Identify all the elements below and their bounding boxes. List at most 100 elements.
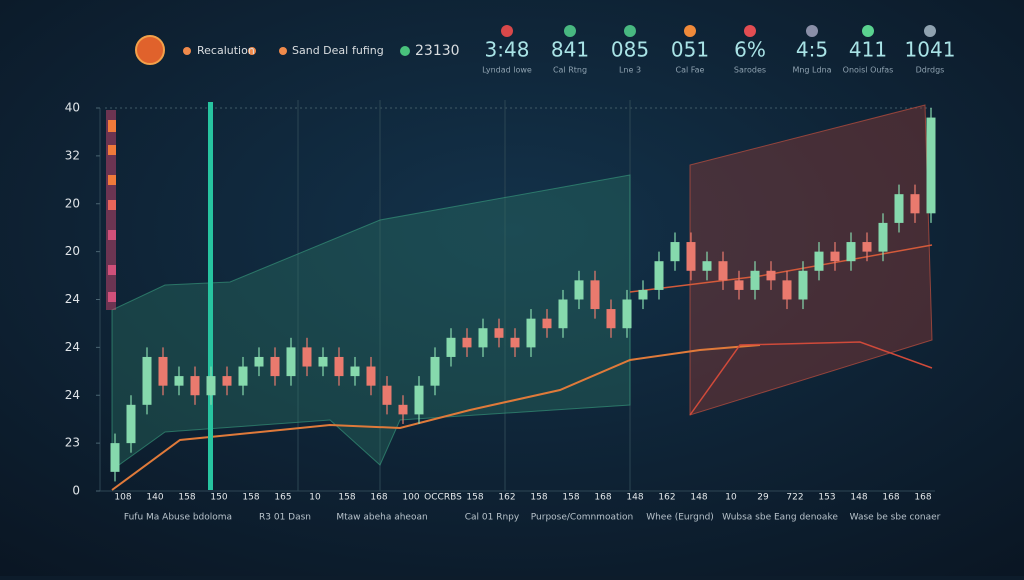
stat-value: 4:5 — [796, 38, 828, 62]
footer-label: Wubsa sbe Eang denoake — [722, 513, 838, 523]
stat-caption: Sarodes — [734, 66, 766, 75]
y-tick-label: 24 — [65, 388, 80, 402]
trend-line — [689, 341, 933, 416]
stat-caption: Lyndad lowe — [482, 66, 532, 75]
trend-line — [629, 244, 933, 293]
stat-value: 6% — [734, 38, 766, 62]
candle-body — [126, 404, 136, 444]
candle-body — [110, 443, 120, 472]
x-tick-label: 148 — [850, 493, 867, 503]
candle-body — [366, 366, 376, 386]
stat-caption: Onoisl Oufas — [843, 66, 894, 75]
logo — [135, 35, 165, 65]
candle-body — [510, 337, 520, 348]
y-tick-label: 23 — [65, 436, 80, 450]
x-tick-label: 158 — [466, 493, 483, 503]
candle-body — [302, 347, 312, 367]
stat-icons — [501, 25, 936, 37]
stat-caption: Lne 3 — [619, 66, 641, 75]
header-item: 23130 — [415, 43, 460, 59]
candle-body — [526, 318, 536, 348]
candle-body — [174, 376, 184, 386]
candle-body — [654, 261, 664, 290]
candle-body — [430, 356, 440, 386]
footer-label: Fufu Ma Abuse bdoloma — [124, 513, 232, 523]
candle-body — [782, 280, 792, 300]
header: Recalution Sand Deal fufing 23130 — [197, 43, 460, 59]
x-tick-label: 168 — [914, 493, 931, 503]
candle-body — [574, 280, 584, 300]
candle-body — [190, 376, 200, 396]
x-tick-label: 168 — [882, 493, 899, 503]
y-tick-label: 24 — [65, 292, 80, 306]
x-tick-label: 10 — [725, 493, 737, 503]
dot — [183, 47, 191, 55]
x-tick-label: 100 — [402, 493, 419, 503]
candle-body — [590, 280, 600, 310]
stat-caption: Mng Ldna — [792, 66, 831, 75]
candle-body — [270, 356, 280, 377]
candle-body — [334, 356, 344, 377]
stat-value: 3:48 — [485, 38, 530, 62]
header-item: fufing — [352, 44, 384, 57]
x-tick-label: 168 — [370, 493, 387, 503]
y-tick-label: 20 — [65, 196, 80, 210]
marker-bar — [208, 102, 213, 490]
candle-body — [238, 366, 248, 386]
stat-value: 841 — [551, 38, 589, 62]
x-tick-label: 162 — [658, 493, 675, 503]
x-tick-label: 148 — [690, 493, 707, 503]
footer-label: Cal 01 Rnpy — [465, 513, 520, 523]
x-tick-label: 158 — [178, 493, 195, 503]
candle-body — [206, 376, 216, 396]
candle-body — [894, 194, 904, 223]
x-tick-label: 150 — [210, 493, 227, 503]
x-tick-label: 140 — [146, 493, 163, 503]
x-tick-label: 158 — [338, 493, 355, 503]
footer-label: Purpose/Comnmoation — [531, 513, 633, 523]
x-tick-label: 162 — [498, 493, 515, 503]
x-tick-label: 108 — [114, 493, 131, 503]
candle-body — [862, 242, 872, 252]
candle-body — [910, 194, 920, 214]
band-green — [111, 174, 631, 471]
footer-label: Mtaw abeha aheoan — [336, 513, 427, 523]
candle-body — [622, 299, 632, 329]
candle-body — [798, 270, 808, 300]
candle-body — [814, 251, 824, 271]
y-tick-label: 24 — [65, 340, 80, 354]
x-tick-label: 153 — [818, 493, 835, 503]
candle-body — [926, 117, 936, 214]
band-red — [689, 104, 933, 416]
candle-body — [142, 356, 152, 405]
header-item: Sand Deal — [292, 44, 348, 57]
side-markers — [106, 110, 116, 310]
trend-line — [111, 344, 761, 491]
stat-caption: Cal Rtng — [553, 66, 587, 75]
dot — [279, 47, 287, 55]
x-tick-label: 10 — [309, 493, 321, 503]
x-tick-label: 29 — [757, 493, 769, 503]
footer-label: Whee (Eurgnd) — [646, 513, 714, 523]
candle-body — [830, 251, 840, 262]
candle-body — [414, 385, 424, 415]
candle-body — [638, 289, 648, 300]
x-tick-label: 158 — [530, 493, 547, 503]
x-tick-label: 722 — [786, 493, 803, 503]
y-tick-label: 32 — [65, 148, 80, 162]
candle-body — [222, 376, 232, 386]
candle-body — [254, 356, 264, 367]
stat-caption: Ddrdgs — [916, 66, 945, 75]
y-tick-label: 0 — [72, 484, 80, 498]
x-tick-label: 148 — [626, 493, 643, 503]
stat-caption: Cal Fae — [676, 66, 705, 75]
candle-body — [878, 222, 888, 252]
x-tick-label: 165 — [274, 493, 291, 503]
stat-value: 051 — [671, 38, 709, 62]
candle-body — [606, 309, 616, 329]
stat-value: 1041 — [905, 38, 956, 62]
candle-body — [462, 337, 472, 348]
x-tick-label: OCCRBS — [424, 493, 462, 503]
